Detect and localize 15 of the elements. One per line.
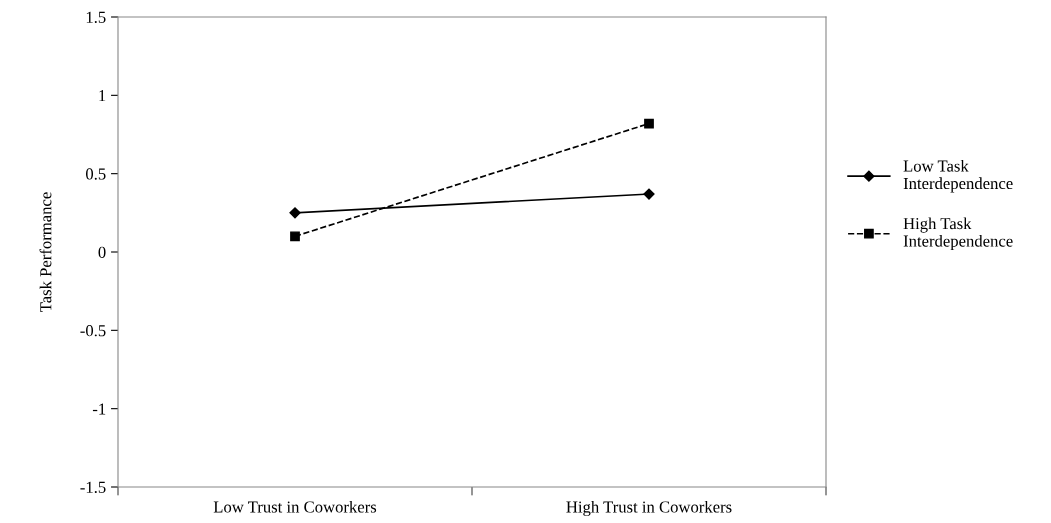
y-tick-label: -0.5: [80, 325, 106, 337]
y-tick-label: -1.5: [80, 481, 106, 494]
legend-label: High Task Interdependence: [903, 217, 1013, 251]
point: [644, 118, 654, 129]
y-tick-label: 0: [98, 246, 106, 258]
y-axis-title: Task Performance: [39, 192, 52, 312]
legend-label: Low Task Interdependence: [903, 159, 1013, 193]
point: [289, 207, 301, 219]
y-tick-label: 0.5: [86, 168, 106, 180]
y-tick-label: 1.5: [86, 11, 106, 24]
y-tick-label: -1: [92, 403, 106, 415]
point: [290, 231, 300, 242]
y-tick-label: 1: [99, 90, 106, 102]
x-tick-label: High Trust in Coworkers: [566, 500, 732, 517]
x-tick-label: Low Trust in Coworkers: [213, 500, 377, 513]
